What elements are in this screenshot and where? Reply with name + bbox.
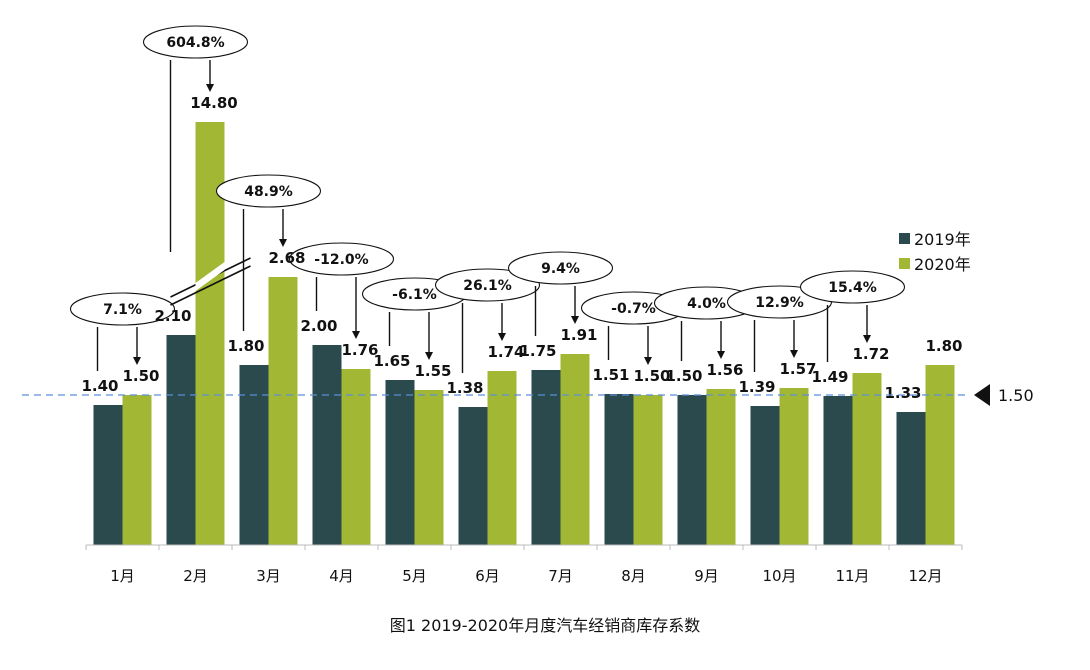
x-tick-label: 7月 [548,567,573,585]
value-label-2020: 14.80 [190,94,237,112]
yoy-change-label: -12.0% [314,252,368,268]
value-label-2019: 1.49 [811,368,848,386]
x-tick-label: 5月 [402,567,427,585]
callout-arrow-head [279,239,287,247]
yoy-callout-bubble [288,242,395,276]
value-label-2020: 1.55 [414,362,451,380]
value-label-2020: 1.76 [341,341,378,359]
x-tick-label: 12月 [908,567,942,585]
yoy-callout-bubble [434,268,541,302]
x-tick-label: 9月 [694,567,719,585]
yoy-change-label: 15.4% [828,280,877,296]
x-tick-label: 4月 [329,567,354,585]
bar-2020-5 [414,390,444,545]
value-label-2019: 1.39 [738,378,775,396]
value-label-2020: 1.72 [852,345,889,363]
x-tick-label: 6月 [475,567,500,585]
axis-break-mark [170,265,251,306]
reference-marker-icon [974,384,990,406]
x-tick-label: 1月 [110,567,135,585]
bar-2020-1 [122,395,152,545]
reference-value-label: 1.50 [998,386,1034,405]
legend-swatch [899,233,910,244]
x-tick-label: 10月 [762,567,796,585]
bar-2019-12 [896,412,926,545]
callout-arrow-head [863,335,871,343]
yoy-change-label: 7.1% [103,302,142,318]
bar-2020-3 [268,277,298,545]
value-label-2019: 1.51 [592,366,629,384]
axis-break-gap [195,262,225,291]
legend-label: 2020年 [914,255,971,274]
value-label-2019: 1.50 [665,367,702,385]
bar-2020-10 [779,388,809,545]
yoy-change-label: 48.9% [244,184,293,200]
value-label-2020: 1.57 [779,360,816,378]
value-label-2019: 2.10 [154,307,191,325]
value-label-2020: 1.74 [487,343,524,361]
yoy-callout-bubble [507,251,614,285]
chart-title: 图1 2019-2020年月度汽车经销商库存系数 [390,616,700,635]
callout-arrow-head [352,331,360,339]
yoy-change-label: 604.8% [166,35,224,51]
callout-arrow-head [498,333,506,341]
yoy-change-label: -6.1% [392,287,437,303]
callout-arrow-head [717,351,725,359]
bar-2019-2 [166,335,196,545]
x-tick-label: 8月 [621,567,646,585]
bar-2019-4 [312,345,342,545]
callout-arrow-head [644,357,652,365]
yoy-change-label: -0.7% [611,301,656,317]
bar-2020-9 [706,389,736,545]
bar-2020-12 [925,365,955,545]
yoy-callout-bubble [799,270,906,304]
bar-2020-6 [487,371,517,545]
bar-2019-6 [458,407,488,545]
yoy-callout-bubble [69,292,176,326]
bar-2020-8 [633,395,663,545]
value-label-2019: 1.40 [81,377,118,395]
yoy-callout-bubble [142,25,249,59]
bar-2019-1 [93,405,123,545]
bar-2019-9 [677,395,707,545]
callout-arrow-head [425,352,433,360]
bar-2020-7 [560,354,590,545]
bar-2019-8 [604,394,634,545]
value-label-2019: 1.38 [446,379,483,397]
legend-label: 2019年 [914,230,971,249]
value-label-2020: 1.80 [925,337,962,355]
yoy-callout-bubble [215,174,322,208]
callout-arrow-head [133,357,141,365]
bar-2019-5 [385,380,415,545]
bar-2020-11 [852,373,882,545]
x-tick-label: 11月 [835,567,869,585]
x-tick-label: 2月 [183,567,208,585]
value-label-2020: 1.91 [560,326,597,344]
value-label-2019: 1.75 [519,342,556,360]
bar-2019-7 [531,370,561,545]
bar-2019-10 [750,406,780,545]
value-label-2019: 1.33 [884,384,921,402]
bar-2019-3 [239,365,269,545]
callout-arrow-head [571,316,579,324]
legend-swatch [899,258,910,269]
callout-arrow-head [790,350,798,358]
value-label-2019: 2.00 [300,317,337,335]
yoy-change-label: 12.9% [755,295,804,311]
value-label-2020: 2.68 [268,249,305,267]
yoy-change-label: 9.4% [541,261,580,277]
value-label-2019: 1.65 [373,352,410,370]
yoy-change-label: 4.0% [687,296,726,312]
bar-2019-11 [823,396,853,545]
value-label-2019: 1.80 [227,337,264,355]
bar-2020-4 [341,369,371,545]
value-label-2020: 1.56 [706,361,743,379]
x-tick-label: 3月 [256,567,281,585]
yoy-change-label: 26.1% [463,278,512,294]
value-label-2020: 1.50 [633,367,670,385]
value-label-2020: 1.50 [122,367,159,385]
callout-arrow-head [206,84,214,92]
